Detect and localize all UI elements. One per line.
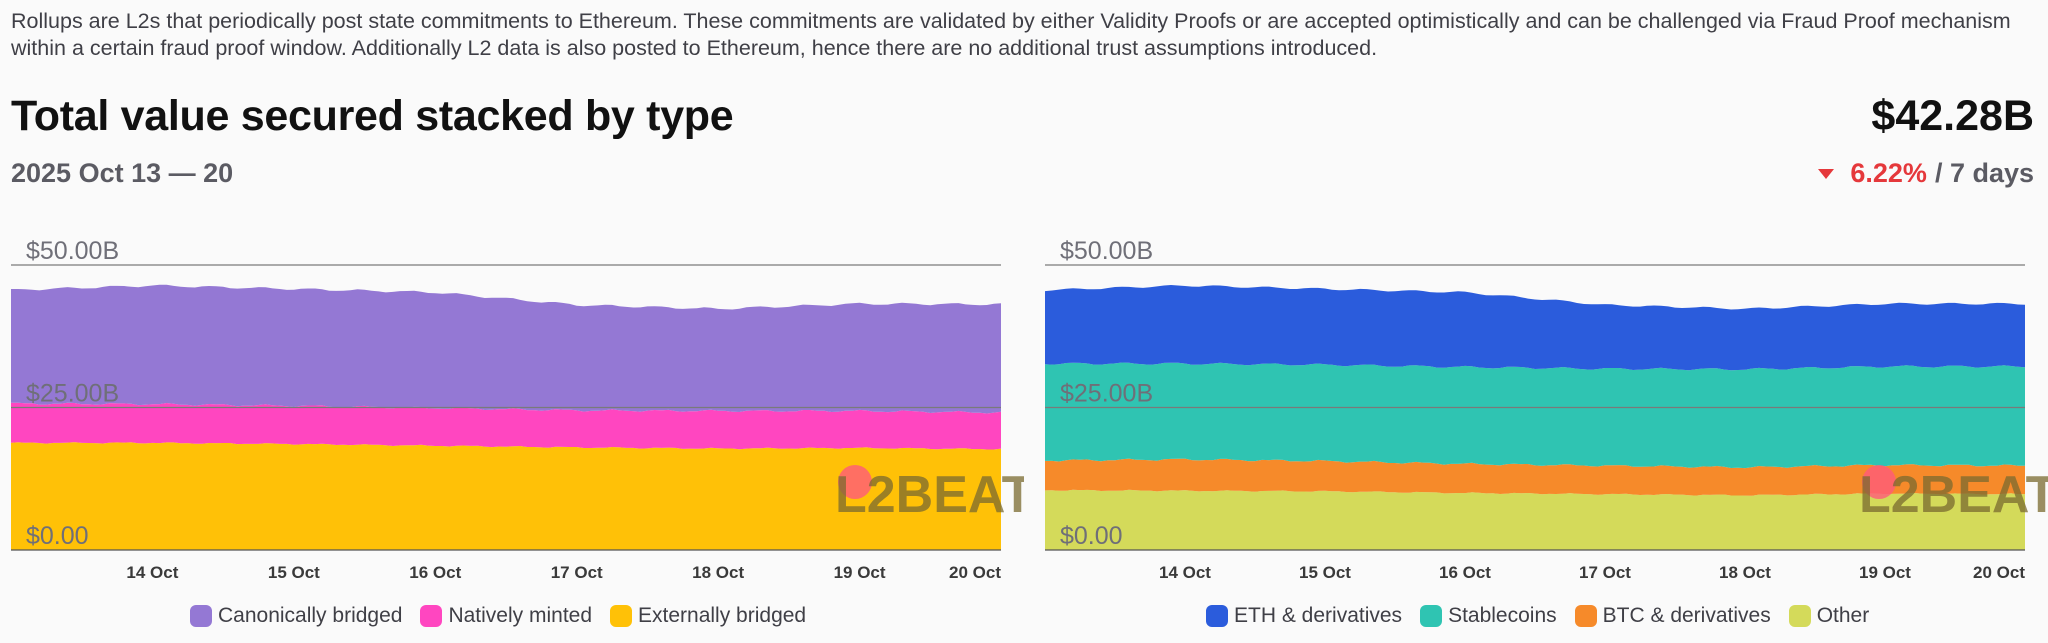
area-canonically-bridged	[11, 284, 1001, 414]
svg-text:L2BEAT: L2BEAT	[1859, 466, 2048, 524]
legend-label: Natively minted	[448, 604, 593, 627]
change-value: 6.22%	[1818, 158, 1927, 189]
x-tick-label: 15 Oct	[268, 563, 320, 582]
area-other	[1045, 489, 2025, 550]
legend-label: Canonically bridged	[218, 604, 403, 627]
y-tick-label: $25.00B	[26, 380, 119, 408]
legend-label: Externally bridged	[638, 604, 807, 627]
x-tick-label: 19 Oct	[834, 563, 886, 582]
legend-swatch	[1574, 605, 1597, 627]
legend-label: BTC & derivatives	[1602, 604, 1771, 627]
y-tick-label: $50.00B	[26, 237, 119, 265]
y-tick-label: $25.00B	[1060, 380, 1153, 408]
y-tick-label: $0.00	[26, 522, 89, 550]
area-externally-bridged	[11, 442, 1001, 550]
y-tick-label: $0.00	[1060, 522, 1123, 550]
legend-label: ETH & derivatives	[1234, 604, 1403, 627]
total-value: $42.28B	[1871, 92, 2034, 140]
legend-swatch	[1788, 605, 1811, 627]
l2beat-logo: L2BEAT	[1859, 465, 2048, 524]
x-tick-label: 17 Oct	[1579, 563, 1631, 582]
legend-item[interactable]: Other	[1788, 604, 1870, 628]
legend-swatch	[190, 605, 212, 627]
legend-item[interactable]: ETH & derivatives	[1206, 604, 1402, 628]
legend-swatch	[1206, 605, 1228, 627]
legend-by-asset: ETH & derivatives Stablecoins BTC & deriva…	[1206, 604, 1869, 628]
x-tick-label: 16 Oct	[1439, 563, 1491, 582]
change-percent: 6.22%	[1850, 158, 1927, 188]
x-tick-label: 15 Oct	[1299, 563, 1351, 582]
legend-item[interactable]: Natively minted	[420, 604, 592, 628]
legend-by-type: Canonically bridged Natively minted Extern…	[190, 604, 806, 628]
x-tick-label: 18 Oct	[692, 563, 744, 582]
series-areas	[11, 284, 1001, 550]
area-btc-derivatives	[1045, 458, 2025, 496]
x-tick-label: 19 Oct	[1859, 563, 1911, 582]
x-tick-label: 20 Oct	[1973, 563, 2025, 582]
date-range: 2025 Oct 13 — 20	[11, 158, 234, 188]
area-natively-minted	[11, 402, 1001, 450]
x-tick-label: 14 Oct	[1159, 563, 1211, 582]
x-tick-label: 14 Oct	[126, 563, 178, 582]
legend-item[interactable]: Externally bridged	[610, 604, 806, 628]
l2beat-logo: L2BEAT	[835, 465, 1024, 524]
legend-label: Other	[1816, 604, 1870, 627]
legend-item[interactable]: Canonically bridged	[190, 604, 402, 628]
chart-title: Total value secured stacked by type	[11, 92, 734, 140]
x-tick-label: 20 Oct	[949, 563, 1001, 582]
legend-label: Stablecoins	[1448, 604, 1557, 627]
legend-swatch	[420, 605, 443, 627]
series-areas	[1045, 285, 2025, 550]
legend-item[interactable]: Stablecoins	[1420, 604, 1557, 628]
legend-swatch	[610, 605, 633, 627]
x-tick-label: 18 Oct	[1719, 563, 1771, 582]
chart-by-type[interactable]: $0.00 $25.00B $50.00B L2BEAT 14 Oct 15 Oct 16 …	[0, 225, 1024, 595]
chart-by-asset[interactable]: $0.00 $25.00B $50.00B L2BEAT 14 Oct 15 Oct 16 …	[1034, 225, 2048, 595]
area-eth-derivatives	[1045, 285, 2025, 371]
legend-item[interactable]: BTC & derivatives	[1574, 604, 1771, 628]
caret-down-icon	[1818, 168, 1835, 179]
y-tick-label: $50.00B	[1060, 237, 1153, 265]
x-tick-label: 17 Oct	[551, 563, 603, 582]
area-stablecoins	[1045, 362, 2025, 469]
change-period: / 7 days	[1934, 158, 2034, 188]
intro-text: Rollups are L2s that periodically post s…	[11, 9, 2011, 60]
change-summary: 6.22% / 7 days	[1818, 158, 2034, 189]
x-tick-label: 16 Oct	[409, 563, 461, 582]
svg-text:L2BEAT: L2BEAT	[835, 466, 1024, 524]
legend-swatch	[1420, 605, 1443, 627]
